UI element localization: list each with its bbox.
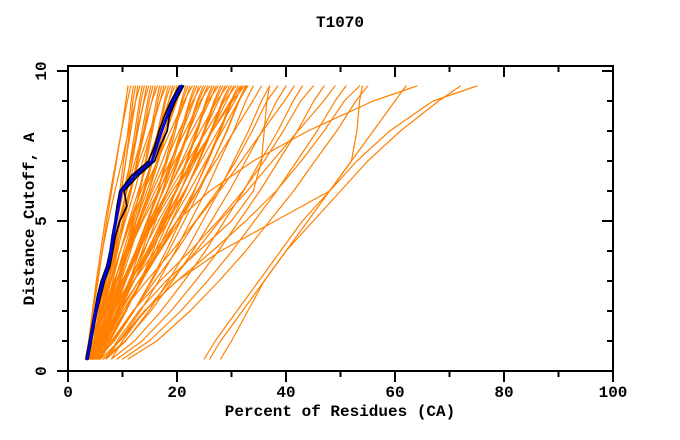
x-tick-label: 0 — [63, 384, 73, 402]
model-curve-orange — [88, 85, 193, 360]
page-title: T1070 — [316, 14, 364, 32]
x-tick-label: 80 — [494, 384, 513, 402]
model-curve-blue — [85, 84, 183, 361]
model-curve-orange — [94, 85, 418, 360]
model-curve-orange — [220, 85, 407, 360]
y-tick-label: 10 — [33, 61, 51, 80]
model-curve-orange — [209, 85, 461, 360]
model-curve-orange — [121, 85, 347, 360]
model-curve-orange — [91, 85, 209, 360]
model-curve-orange — [98, 85, 228, 360]
model-curve-orange — [93, 85, 211, 360]
model-curve-orange — [100, 85, 314, 360]
model-curve-orange — [102, 85, 287, 360]
x-tick-label: 20 — [167, 384, 186, 402]
model-curve-orange — [100, 85, 243, 360]
model-curve-orange — [85, 85, 141, 360]
x-axis-label: Percent of Residues (CA) — [225, 403, 455, 421]
model-curve-orange — [110, 85, 303, 360]
model-curve-orange — [95, 85, 249, 360]
model-curve-orange — [94, 85, 237, 360]
model-curve-orange — [116, 85, 325, 360]
model-curve-orange — [203, 85, 478, 360]
model-curve-orange — [97, 85, 247, 360]
y-tick-label: 0 — [33, 366, 51, 376]
model-curve-orange — [105, 85, 271, 360]
model-curve-orange — [110, 85, 363, 360]
model-curve-orange — [105, 85, 271, 360]
model-curve-orange — [127, 85, 369, 360]
x-tick-label: 60 — [385, 384, 404, 402]
plot-frame: 0 20 40 60 80 100 0 5 10 — [33, 61, 627, 402]
model-curves — [84, 84, 478, 361]
model-curve-orange — [91, 85, 246, 360]
model-curve-orange — [100, 85, 254, 360]
y-tick-label: 5 — [33, 216, 51, 226]
model-curve-orange — [96, 85, 226, 360]
x-tick-label: 100 — [599, 384, 628, 402]
model-curve-orange — [85, 85, 165, 360]
y-axis-label: Distance Cutoff, A — [21, 132, 39, 305]
model-curve-orange — [89, 85, 219, 360]
x-tick-label: 40 — [276, 384, 295, 402]
